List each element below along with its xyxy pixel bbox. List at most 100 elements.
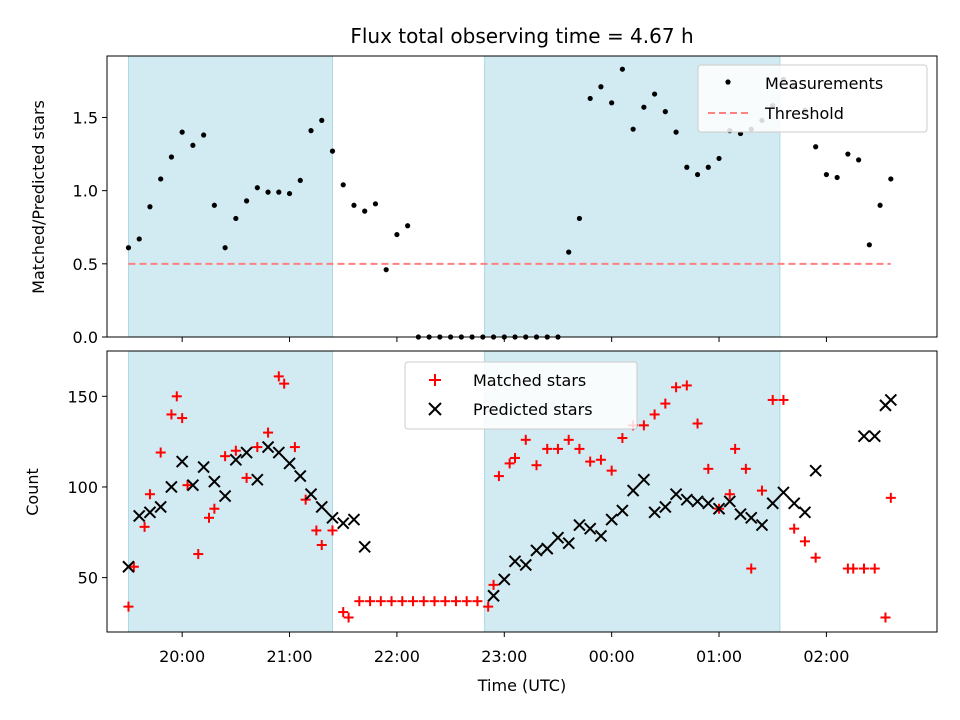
- top-observing-bands: [127, 55, 781, 338]
- measurement-point: [716, 155, 722, 162]
- matched-star-point: [552, 443, 563, 454]
- predicted-stars-points: [122, 393, 898, 602]
- measurement-point: [136, 236, 142, 242]
- matched-star-point: [606, 465, 617, 476]
- measurement-point: [684, 164, 690, 170]
- measurement-point: [308, 128, 314, 134]
- matched-star-point: [810, 552, 821, 563]
- legend-measurements-marker: [725, 79, 731, 85]
- measurement-point: [813, 144, 819, 150]
- predicted-star-point: [583, 522, 597, 535]
- measurement-point: [222, 245, 228, 251]
- matched-star-point: [681, 380, 692, 391]
- matched-star-point: [440, 596, 451, 607]
- top-panel: 0.0 0.5 1.0 1.5 Matched/Predicted stars Mea…: [29, 55, 938, 347]
- matched-star-point: [450, 596, 461, 607]
- matched-star-point: [767, 394, 778, 405]
- measurement-point: [340, 182, 346, 188]
- matched-star-point: [880, 612, 891, 623]
- matched-star-point: [703, 463, 714, 474]
- predicted-star-point: [283, 457, 296, 470]
- predicted-star-point: [605, 513, 618, 526]
- predicted-star-point: [798, 506, 812, 519]
- predicted-star-point: [175, 455, 189, 468]
- predicted-star-point: [734, 507, 747, 521]
- bottom-y-axis-title: Count: [23, 468, 42, 516]
- predicted-star-point: [186, 478, 200, 492]
- predicted-star-point: [261, 440, 275, 454]
- matched-star-point: [531, 460, 542, 471]
- measurement-point: [834, 174, 840, 181]
- matched-star-point: [429, 596, 440, 607]
- measurement-point: [694, 171, 701, 178]
- predicted-star-point: [143, 506, 157, 519]
- predicted-star-point: [884, 393, 898, 407]
- predicted-star-point: [573, 518, 586, 532]
- top-y-axis-title: Matched/Predicted stars: [29, 100, 48, 294]
- matched-star-point: [724, 489, 735, 500]
- bottom-panel: 50 100 150 20:00 21:00 22:00 23:00 00:00 01:00 0…: [23, 350, 938, 695]
- measurement-point: [243, 198, 250, 204]
- predicted-star-point: [755, 518, 769, 532]
- matched-star-point: [493, 471, 504, 482]
- measurement-point: [619, 66, 625, 72]
- matched-star-point: [418, 596, 429, 607]
- matched-star-point: [365, 596, 376, 607]
- matched-star-point: [488, 579, 499, 590]
- matched-star-point: [155, 447, 166, 458]
- matched-star-point: [289, 442, 300, 453]
- predicted-star-point: [691, 495, 704, 508]
- measurement-point: [662, 109, 668, 115]
- y-tick-label: 1.5: [73, 108, 98, 127]
- measurement-point: [641, 104, 647, 110]
- top-y-axis: 0.0 0.5 1.0 1.5: [73, 108, 107, 347]
- matched-star-point: [273, 371, 284, 382]
- matched-star-point: [230, 445, 241, 456]
- matched-star-point: [139, 521, 150, 532]
- measurement-point: [233, 215, 239, 222]
- predicted-star-point: [766, 497, 779, 510]
- matched-star-point: [220, 451, 231, 462]
- predicted-star-point: [347, 513, 361, 526]
- legend-matched-label: Matched stars: [473, 371, 586, 390]
- legend-predicted-label: Predicted stars: [473, 400, 593, 419]
- predicted-star-point: [251, 473, 264, 486]
- matched-star-point: [386, 596, 397, 607]
- legend-measurements-label: Measurements: [765, 74, 883, 93]
- predicted-star-point: [680, 493, 694, 506]
- predicted-star-point: [294, 469, 307, 483]
- predicted-star-point: [240, 446, 253, 459]
- x-tick-label: 23:00: [481, 647, 527, 666]
- measurement-point: [566, 249, 572, 255]
- predicted-star-point: [208, 475, 221, 488]
- matched-star-point: [177, 413, 188, 424]
- matched-star-point: [617, 433, 628, 444]
- matched-star-point: [252, 442, 263, 453]
- x-tick-label: 00:00: [589, 647, 635, 666]
- measurement-point: [190, 142, 196, 148]
- x-tick-label: 01:00: [696, 647, 742, 666]
- matched-star-point: [649, 409, 660, 420]
- matched-star-point: [563, 434, 574, 445]
- observing-window-band: [127, 55, 333, 338]
- predicted-star-point: [165, 480, 178, 494]
- predicted-star-point: [745, 511, 758, 524]
- matched-star-point: [241, 472, 252, 483]
- matched-star-point: [885, 492, 896, 503]
- measurement-point: [673, 129, 679, 135]
- predicted-star-point: [508, 555, 522, 568]
- measurement-point: [372, 201, 379, 207]
- y-tick-label: 1.0: [73, 182, 98, 201]
- measurement-point: [254, 185, 260, 191]
- measurement-point: [286, 190, 293, 197]
- measurement-point: [297, 177, 303, 184]
- predicted-star-point: [498, 573, 511, 586]
- predicted-star-point: [487, 589, 500, 602]
- measurement-point: [845, 151, 851, 157]
- predicted-star-point: [809, 464, 822, 477]
- matched-star-point: [354, 596, 365, 607]
- matched-star-point: [316, 539, 327, 550]
- measurement-point: [362, 208, 368, 214]
- matched-star-point: [375, 596, 386, 607]
